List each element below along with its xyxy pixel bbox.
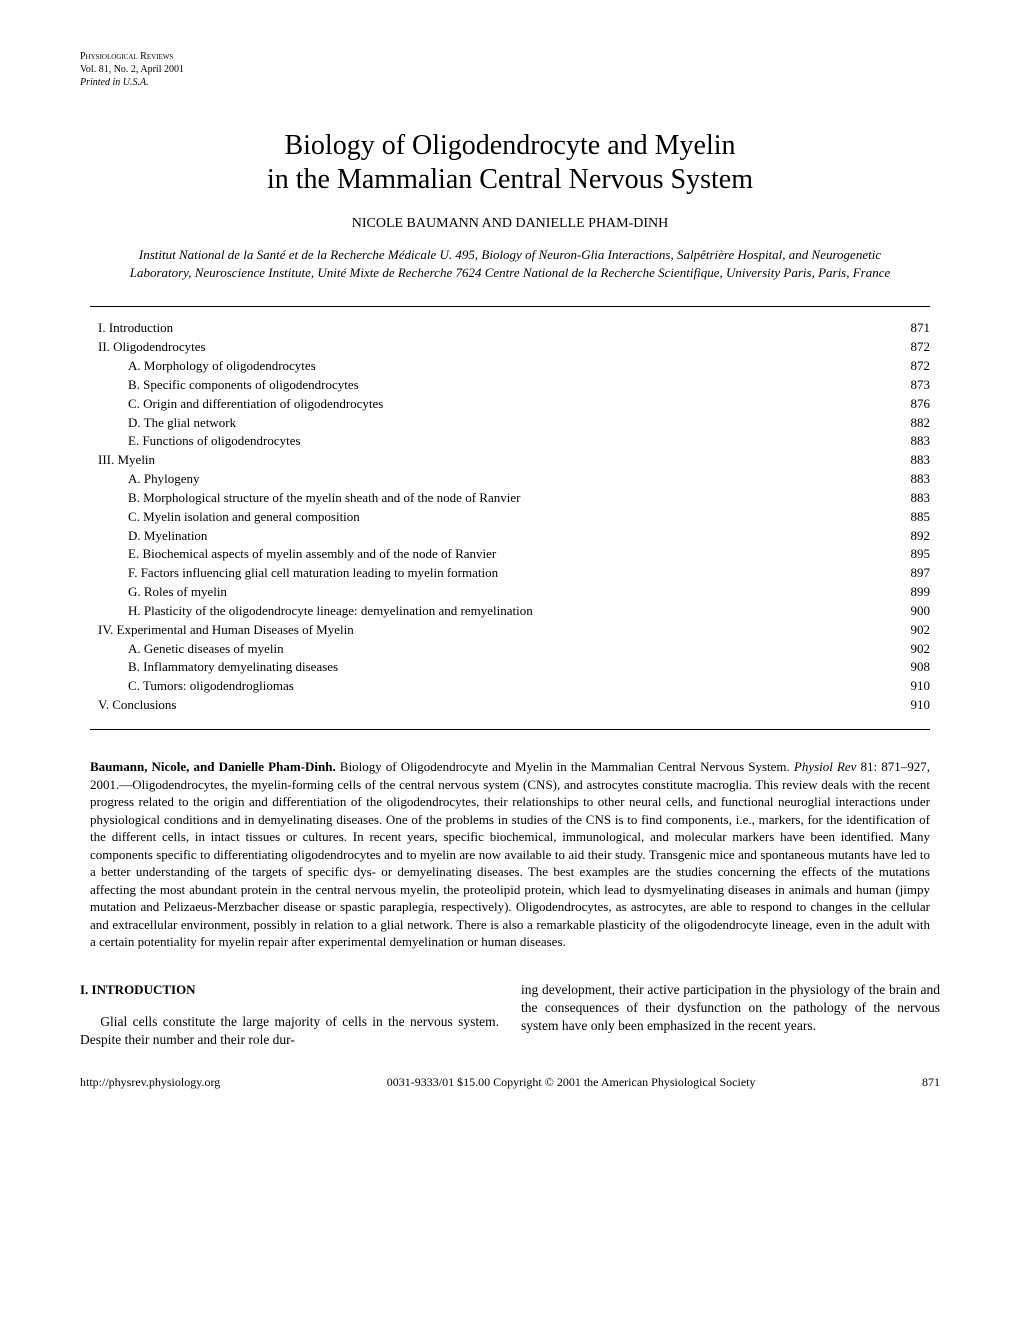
abstract-lead: Baumann, Nicole, and Danielle Pham-Dinh. bbox=[90, 759, 336, 774]
toc-label: D. The glial network bbox=[90, 414, 901, 433]
toc-row: B. Morphological structure of the myelin… bbox=[90, 489, 930, 508]
toc-label: D. Myelination bbox=[90, 527, 901, 546]
toc-row: II. Oligodendrocytes872 bbox=[90, 338, 930, 357]
footer-copyright: 0031-9333/01 $15.00 Copyright © 2001 the… bbox=[220, 1075, 922, 1090]
toc-page: 899 bbox=[901, 583, 931, 602]
toc-row: C. Tumors: oligodendrogliomas910 bbox=[90, 677, 930, 696]
abstract-title-inline: Biology of Oligodendrocyte and Myelin in… bbox=[336, 759, 794, 774]
journal-meta: Physiological Reviews Vol. 81, No. 2, Ap… bbox=[80, 50, 940, 89]
title-line-1: Biology of Oligodendrocyte and Myelin bbox=[284, 130, 735, 161]
toc-row: B. Specific components of oligodendrocyt… bbox=[90, 376, 930, 395]
printed-in: Printed in U.S.A. bbox=[80, 76, 940, 89]
toc-row: III. Myelin883 bbox=[90, 451, 930, 470]
toc-label: A. Genetic diseases of myelin bbox=[90, 640, 901, 659]
toc-row: IV. Experimental and Human Diseases of M… bbox=[90, 621, 930, 640]
toc-row: E. Biochemical aspects of myelin assembl… bbox=[90, 545, 930, 564]
toc-label: A. Phylogeny bbox=[90, 470, 901, 489]
toc-page: 883 bbox=[901, 470, 931, 489]
toc-label: E. Functions of oligodendrocytes bbox=[90, 432, 901, 451]
toc-label: C. Myelin isolation and general composit… bbox=[90, 508, 901, 527]
toc-label: B. Inflammatory demyelinating diseases bbox=[90, 658, 901, 677]
toc-label: C. Tumors: oligodendrogliomas bbox=[90, 677, 901, 696]
toc-label: II. Oligodendrocytes bbox=[90, 338, 901, 357]
toc-row: A. Genetic diseases of myelin902 bbox=[90, 640, 930, 659]
toc-page: 883 bbox=[901, 432, 931, 451]
toc-row: C. Origin and differentiation of oligode… bbox=[90, 395, 930, 414]
toc-page: 902 bbox=[901, 640, 931, 659]
toc-page: 883 bbox=[901, 451, 931, 470]
journal-name: Physiological Reviews bbox=[80, 50, 940, 63]
toc-page: 897 bbox=[901, 564, 931, 583]
toc-row: A. Phylogeny883 bbox=[90, 470, 930, 489]
authors: NICOLE BAUMANN AND DANIELLE PHAM-DINH bbox=[80, 216, 940, 232]
article-title: Biology of Oligodendrocyte and Myelin in… bbox=[80, 129, 940, 196]
toc-label: B. Specific components of oligodendrocyt… bbox=[90, 376, 901, 395]
toc-label: IV. Experimental and Human Diseases of M… bbox=[90, 621, 901, 640]
section-heading-introduction: I. INTRODUCTION bbox=[80, 981, 499, 999]
column-left: I. INTRODUCTION Glial cells constitute t… bbox=[80, 981, 499, 1049]
abstract-cite: Physiol Rev bbox=[794, 759, 857, 774]
toc-label: E. Biochemical aspects of myelin assembl… bbox=[90, 545, 901, 564]
toc-page: 871 bbox=[901, 319, 931, 338]
toc-row: C. Myelin isolation and general composit… bbox=[90, 508, 930, 527]
toc-row: F. Factors influencing glial cell matura… bbox=[90, 564, 930, 583]
toc-row: E. Functions of oligodendrocytes883 bbox=[90, 432, 930, 451]
toc-page: 885 bbox=[901, 508, 931, 527]
page-footer: http://physrev.physiology.org 0031-9333/… bbox=[80, 1075, 940, 1090]
toc-row: D. The glial network882 bbox=[90, 414, 930, 433]
column-right: ing development, their active participat… bbox=[521, 981, 940, 1049]
toc-page: 900 bbox=[901, 602, 931, 621]
toc-label: V. Conclusions bbox=[90, 696, 901, 715]
body-columns: I. INTRODUCTION Glial cells constitute t… bbox=[80, 981, 940, 1049]
toc-label: F. Factors influencing glial cell matura… bbox=[90, 564, 901, 583]
toc-page: 910 bbox=[901, 696, 931, 715]
toc-row: G. Roles of myelin899 bbox=[90, 583, 930, 602]
toc-page: 895 bbox=[901, 545, 931, 564]
toc-page: 910 bbox=[901, 677, 931, 696]
toc-label: H. Plasticity of the oligodendrocyte lin… bbox=[90, 602, 901, 621]
toc-label: C. Origin and differentiation of oligode… bbox=[90, 395, 901, 414]
body-paragraph: ing development, their active participat… bbox=[521, 981, 940, 1036]
toc-row: D. Myelination892 bbox=[90, 527, 930, 546]
abstract: Baumann, Nicole, and Danielle Pham-Dinh.… bbox=[90, 758, 930, 951]
toc-page: 873 bbox=[901, 376, 931, 395]
toc-page: 872 bbox=[901, 338, 931, 357]
toc-page: 883 bbox=[901, 489, 931, 508]
toc-page: 908 bbox=[901, 658, 931, 677]
abstract-body: 81: 871–927, 2001.—Oligodendrocytes, the… bbox=[90, 759, 930, 949]
toc-row: V. Conclusions910 bbox=[90, 696, 930, 715]
toc-page: 902 bbox=[901, 621, 931, 640]
toc-label: B. Morphological structure of the myelin… bbox=[90, 489, 901, 508]
toc-page: 892 bbox=[901, 527, 931, 546]
toc-label: G. Roles of myelin bbox=[90, 583, 901, 602]
affiliation: Institut National de la Santé et de la R… bbox=[120, 246, 900, 281]
title-line-2: in the Mammalian Central Nervous System bbox=[267, 164, 753, 195]
toc-page: 882 bbox=[901, 414, 931, 433]
volume-issue: Vol. 81, No. 2, April 2001 bbox=[80, 63, 940, 76]
toc-row: A. Morphology of oligodendrocytes872 bbox=[90, 357, 930, 376]
footer-url: http://physrev.physiology.org bbox=[80, 1075, 220, 1090]
footer-page-number: 871 bbox=[922, 1075, 940, 1090]
toc-row: H. Plasticity of the oligodendrocyte lin… bbox=[90, 602, 930, 621]
table-of-contents: I. Introduction871II. Oligodendrocytes87… bbox=[90, 306, 930, 730]
toc-row: I. Introduction871 bbox=[90, 319, 930, 338]
toc-row: B. Inflammatory demyelinating diseases90… bbox=[90, 658, 930, 677]
body-paragraph: Glial cells constitute the large majorit… bbox=[80, 1013, 499, 1049]
toc-page: 876 bbox=[901, 395, 931, 414]
toc-page: 872 bbox=[901, 357, 931, 376]
toc-label: I. Introduction bbox=[90, 319, 901, 338]
toc-label: A. Morphology of oligodendrocytes bbox=[90, 357, 901, 376]
toc-label: III. Myelin bbox=[90, 451, 901, 470]
